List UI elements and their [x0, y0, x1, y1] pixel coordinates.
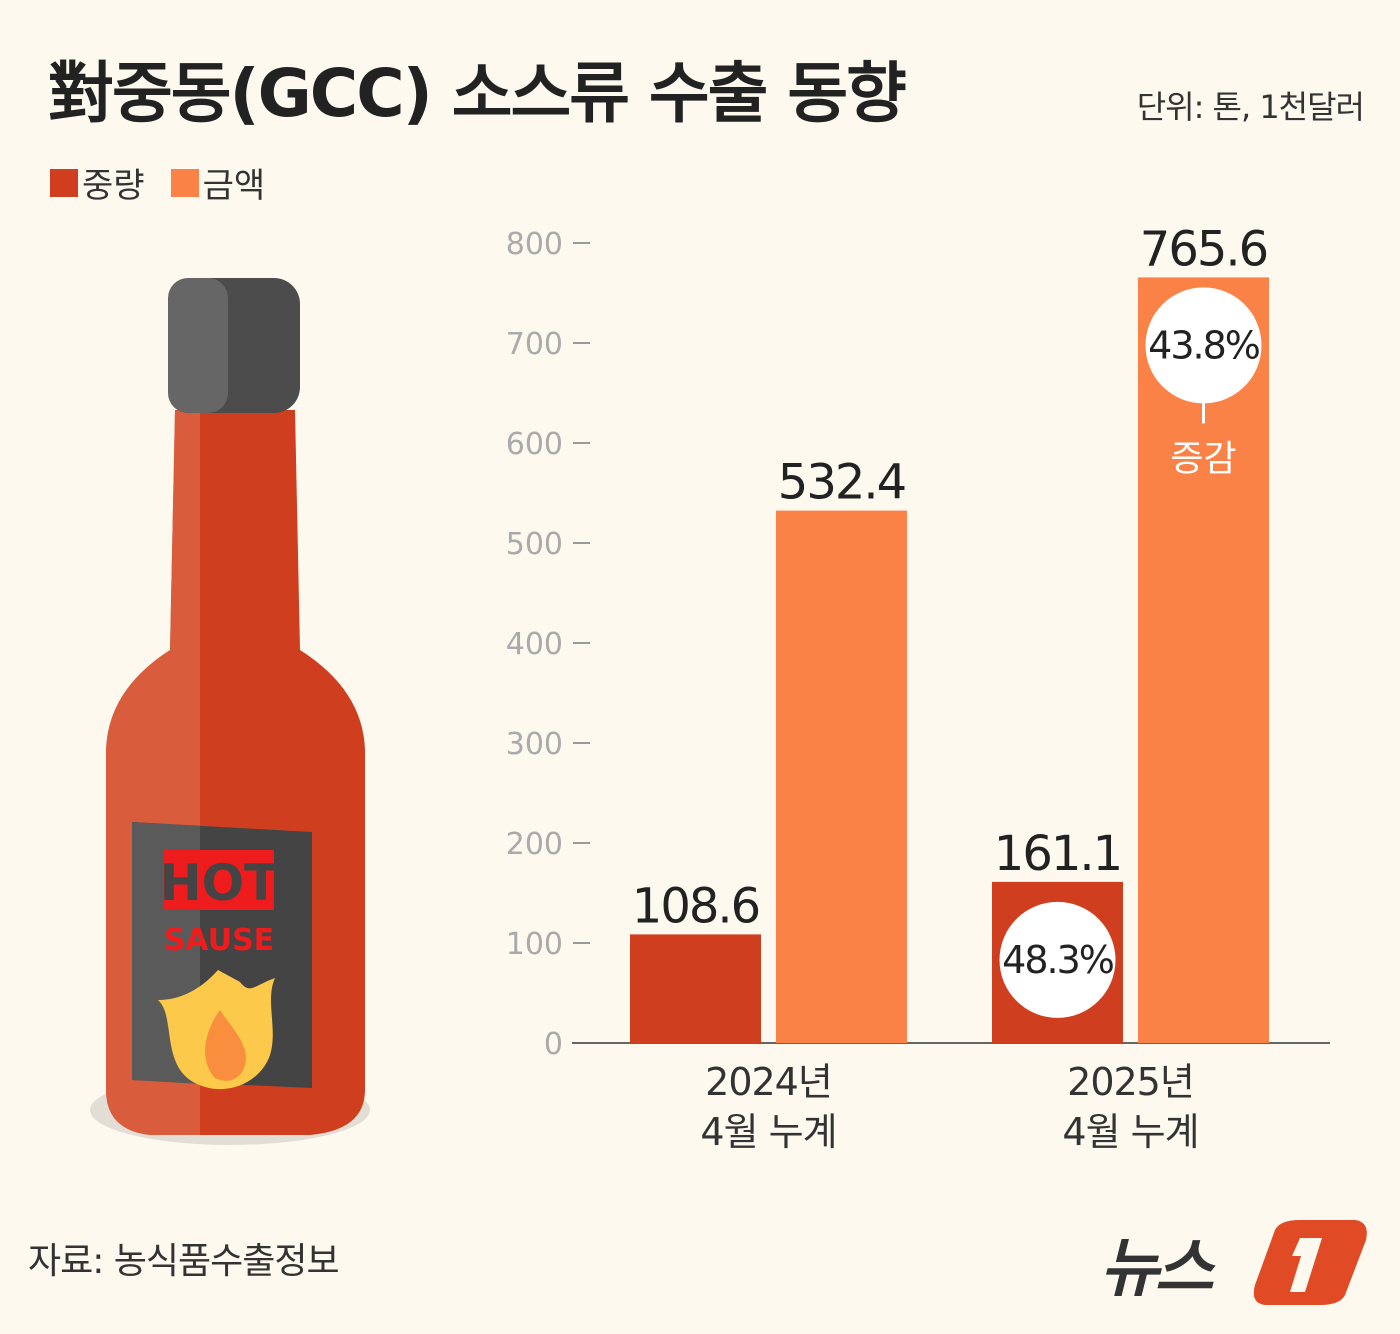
y-tick-label: 500 — [506, 527, 563, 562]
legend-item-amount: 금액 — [170, 158, 266, 207]
y-tick-label: 100 — [506, 927, 563, 962]
bottle-label-hot: HOT — [160, 854, 278, 912]
change-note: 증감 — [1170, 438, 1236, 479]
x-tick-label: 4월 누계 — [700, 1110, 836, 1154]
page-title: 對중동(GCC) 소스류 수출 동향 — [48, 55, 907, 132]
unit-label: 단위: 톤, 1천달러 — [1136, 88, 1365, 126]
legend-label: 금액 — [202, 166, 266, 206]
y-tick-label: 800 — [506, 227, 563, 262]
y-tick-label: 400 — [506, 627, 563, 662]
change-percent: 43.8% — [1148, 323, 1260, 367]
svg-text:뉴스: 뉴스 — [1100, 1232, 1216, 1306]
legend-swatch — [50, 168, 78, 197]
change-percent: 48.3% — [1002, 938, 1114, 982]
y-tick-label: 0 — [544, 1027, 563, 1062]
change-circle — [1145, 287, 1262, 404]
bar-중량 — [630, 934, 761, 1043]
legend-item-weight: 중량 — [50, 158, 145, 207]
y-tick-label: 700 — [506, 327, 563, 362]
x-tick-label: 4월 누계 — [1062, 1110, 1198, 1154]
bar-금액 — [776, 510, 907, 1044]
x-tick-label: 2024년 — [705, 1060, 832, 1104]
legend-swatch — [170, 168, 199, 197]
bottle-label-sause: SAUSE — [164, 923, 274, 958]
y-tick-label: 600 — [506, 427, 563, 462]
x-tick-label: 2025년 — [1067, 1060, 1194, 1104]
legend-label: 중량 — [82, 166, 145, 206]
data-label: 108.6 — [632, 878, 759, 934]
data-label: 532.4 — [778, 455, 905, 511]
data-label: 765.6 — [1140, 221, 1267, 277]
news1-logo: 뉴스 — [1100, 1220, 1367, 1306]
source-note: 자료: 농식품수출정보 — [28, 1241, 340, 1282]
hot-sauce-bottle-illustration: HOT SAUSE — [90, 278, 370, 1145]
y-tick-label: 300 — [506, 727, 563, 762]
data-label: 161.1 — [994, 826, 1121, 882]
y-tick-label: 200 — [506, 827, 563, 862]
legend: 중량 금액 — [50, 158, 291, 207]
change-circle — [999, 901, 1116, 1018]
